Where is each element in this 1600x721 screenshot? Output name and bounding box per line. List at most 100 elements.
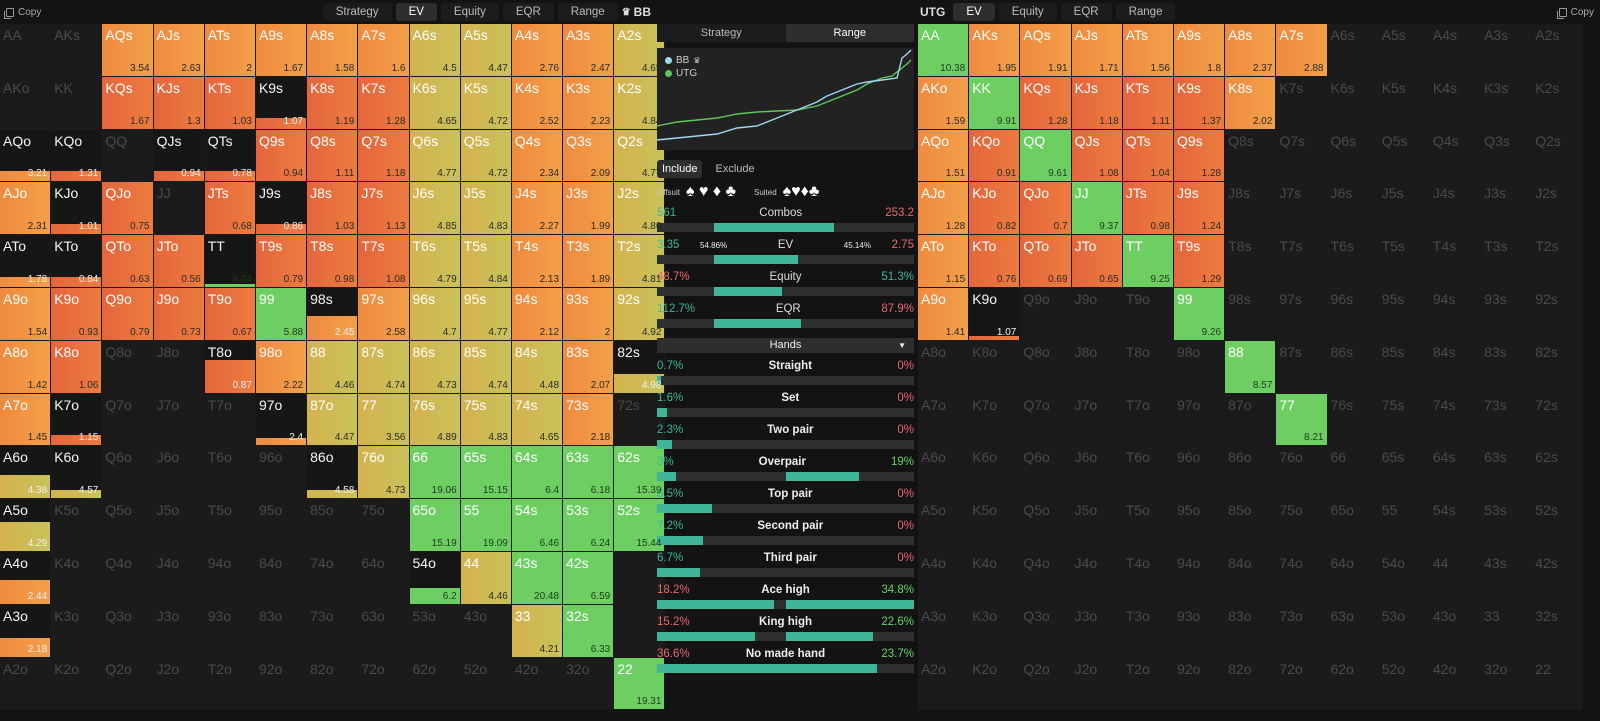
hand-cell[interactable]: J3o bbox=[153, 604, 205, 658]
hand-cell[interactable]: 52o bbox=[460, 657, 512, 711]
hand-cell[interactable]: K3s 2.23 bbox=[563, 76, 615, 130]
hand-cell[interactable]: J8s 1.03 bbox=[307, 182, 359, 236]
hand-cell[interactable]: 63s bbox=[1481, 446, 1533, 500]
hand-cell[interactable]: K2o bbox=[51, 657, 103, 711]
hand-cell[interactable]: 52s 15.44 bbox=[614, 499, 666, 552]
hand-cell[interactable]: 63s 6.18 bbox=[563, 446, 615, 500]
copy-button-right[interactable]: Copy bbox=[1556, 7, 1594, 19]
hand-cell[interactable]: KJo 1.01 bbox=[51, 182, 103, 236]
hand-cell[interactable]: 97s 2.58 bbox=[358, 287, 410, 341]
hand-cell[interactable]: K4o bbox=[51, 551, 103, 605]
hand-cell[interactable]: AA bbox=[0, 24, 52, 77]
hand-cell[interactable]: J7s bbox=[1276, 182, 1328, 236]
hand-cell[interactable]: T2s 4.81 bbox=[614, 235, 666, 288]
hand-cell[interactable]: 98o bbox=[1173, 340, 1226, 394]
hand-cell[interactable]: 74s bbox=[1429, 393, 1482, 447]
hand-cell[interactable]: 74o bbox=[1276, 551, 1328, 605]
hand-cell[interactable]: 86o 4.58 bbox=[307, 446, 359, 500]
hand-cell[interactable]: KK 9.91 bbox=[969, 76, 1021, 130]
hand-cell[interactable]: 85o bbox=[307, 499, 359, 552]
hand-cell[interactable]: K7s 1.28 bbox=[358, 76, 410, 130]
hand-cell[interactable]: 84o bbox=[255, 551, 308, 605]
hand-cell[interactable]: J9s 1.24 bbox=[1173, 182, 1226, 236]
hand-cell[interactable]: 42o bbox=[511, 657, 564, 711]
hand-cell[interactable]: 73o bbox=[307, 604, 359, 658]
hand-cell[interactable]: A4s 2.76 bbox=[511, 24, 564, 77]
hand-cell[interactable]: Q3s 2.09 bbox=[563, 129, 615, 183]
hand-cell[interactable]: J4o bbox=[1071, 551, 1123, 605]
copy-button-left[interactable]: Copy bbox=[4, 7, 41, 19]
hand-cell[interactable]: A9o 1.54 bbox=[0, 287, 52, 341]
hand-cell[interactable]: TT 8.24 bbox=[204, 235, 256, 288]
hand-cell[interactable]: Q2o bbox=[1020, 657, 1072, 711]
hand-cell[interactable]: 22 bbox=[1532, 657, 1584, 711]
hand-cell[interactable]: K7o 1.15 bbox=[51, 393, 103, 447]
hand-cell[interactable]: 76s 4.89 bbox=[409, 393, 461, 447]
hand-cell[interactable]: T8s bbox=[1225, 235, 1277, 288]
hand-cell[interactable]: Q6s bbox=[1327, 129, 1379, 183]
hand-cell[interactable]: QTs 1.04 bbox=[1122, 129, 1174, 183]
hand-cell[interactable]: 43o bbox=[1429, 604, 1482, 658]
hand-cell[interactable]: Q2o bbox=[102, 657, 154, 711]
hand-cell[interactable]: J7s 1.13 bbox=[358, 182, 410, 236]
hand-cell[interactable]: K2o bbox=[969, 657, 1021, 711]
hand-cell[interactable]: AJs 1.71 bbox=[1071, 24, 1123, 77]
hand-cell[interactable]: T9s 1.29 bbox=[1173, 235, 1226, 288]
hand-cell[interactable]: K2s 4.84 bbox=[614, 76, 666, 130]
hand-cell[interactable]: 43s 20.48 bbox=[511, 551, 564, 605]
hand-cell[interactable]: Q6o bbox=[102, 446, 154, 500]
hand-cell[interactable]: KTo 0.76 bbox=[969, 235, 1021, 288]
hand-cell[interactable]: 53o bbox=[409, 604, 461, 658]
hand-cell[interactable]: T6s bbox=[1327, 235, 1379, 288]
hand-cell[interactable]: T4s bbox=[1429, 235, 1482, 288]
hand-cell[interactable]: T6o bbox=[1122, 446, 1174, 500]
hand-cell[interactable]: 62s 15.39 bbox=[614, 446, 666, 500]
hand-cell[interactable]: 55 19.09 bbox=[460, 499, 512, 552]
hand-cell[interactable]: 54o 6.2 bbox=[409, 551, 461, 605]
hand-cell[interactable]: 99 9.26 bbox=[1173, 287, 1226, 341]
hand-cell[interactable]: 65o bbox=[1327, 499, 1379, 552]
hand-cell[interactable]: 88 8.57 bbox=[1225, 340, 1277, 394]
hand-cell[interactable]: T9s 0.79 bbox=[255, 235, 308, 288]
hand-cell[interactable]: 96s bbox=[1327, 287, 1379, 341]
hand-cell[interactable]: Q5s 4.72 bbox=[460, 129, 512, 183]
hand-cell[interactable]: T4s 2.13 bbox=[511, 235, 564, 288]
hand-cell[interactable]: 73o bbox=[1276, 604, 1328, 658]
hand-cell[interactable]: 54o bbox=[1378, 551, 1430, 605]
hand-cell[interactable]: KQo 1.31 bbox=[51, 129, 103, 183]
hand-cell[interactable]: 65s 15.15 bbox=[460, 446, 512, 500]
hand-cell[interactable]: 75s 4.83 bbox=[460, 393, 512, 447]
tab-range[interactable]: Range bbox=[1115, 3, 1176, 21]
hand-cell[interactable]: QQ 9.61 bbox=[1020, 129, 1072, 183]
hand-cell[interactable]: Q4o bbox=[1020, 551, 1072, 605]
hand-cell[interactable]: JTo 0.56 bbox=[153, 235, 205, 288]
hand-cell[interactable]: Q7o bbox=[102, 393, 154, 447]
hand-cell[interactable]: 85o bbox=[1225, 499, 1277, 552]
hand-cell[interactable]: J6o bbox=[153, 446, 205, 500]
hand-cell[interactable]: 72o bbox=[358, 657, 410, 711]
hand-cell[interactable]: 76o 4.73 bbox=[358, 446, 410, 500]
hand-cell[interactable]: A7s 1.6 bbox=[358, 24, 410, 77]
hand-cell[interactable]: 22 19.31 bbox=[614, 657, 666, 711]
hand-cell[interactable]: 75o bbox=[358, 499, 410, 552]
hand-cell[interactable]: T8o 0.87 bbox=[204, 340, 256, 394]
hand-cell[interactable]: AQs 1.91 bbox=[1020, 24, 1072, 77]
hand-cell[interactable]: J6o bbox=[1071, 446, 1123, 500]
hand-cell[interactable]: JTo 0.65 bbox=[1071, 235, 1123, 288]
hand-cell[interactable]: 72o bbox=[1276, 657, 1328, 711]
hand-cell[interactable]: Q2s 4.77 bbox=[614, 129, 666, 183]
hand-cell[interactable]: K5o bbox=[51, 499, 103, 552]
hand-cell[interactable]: 73s bbox=[1481, 393, 1533, 447]
hand-cell[interactable]: K6o 4.57 bbox=[51, 446, 103, 500]
hand-cell[interactable]: 53s bbox=[1481, 499, 1533, 552]
hand-cell[interactable]: 62s bbox=[1532, 446, 1584, 500]
hand-cell[interactable]: 86s 4.73 bbox=[409, 340, 461, 394]
hand-cell[interactable]: TT 9.25 bbox=[1122, 235, 1174, 288]
hand-cell[interactable]: A3s 2.47 bbox=[563, 24, 615, 77]
hand-cell[interactable]: QJs 0.94 bbox=[153, 129, 205, 183]
panel-tab-strategy[interactable]: Strategy bbox=[657, 24, 786, 42]
hand-cell[interactable]: QTs 0.78 bbox=[204, 129, 256, 183]
hand-cell[interactable]: 82o bbox=[307, 657, 359, 711]
hand-cell[interactable]: Q6s 4.77 bbox=[409, 129, 461, 183]
hand-cell[interactable]: A4o 2.44 bbox=[0, 551, 52, 605]
